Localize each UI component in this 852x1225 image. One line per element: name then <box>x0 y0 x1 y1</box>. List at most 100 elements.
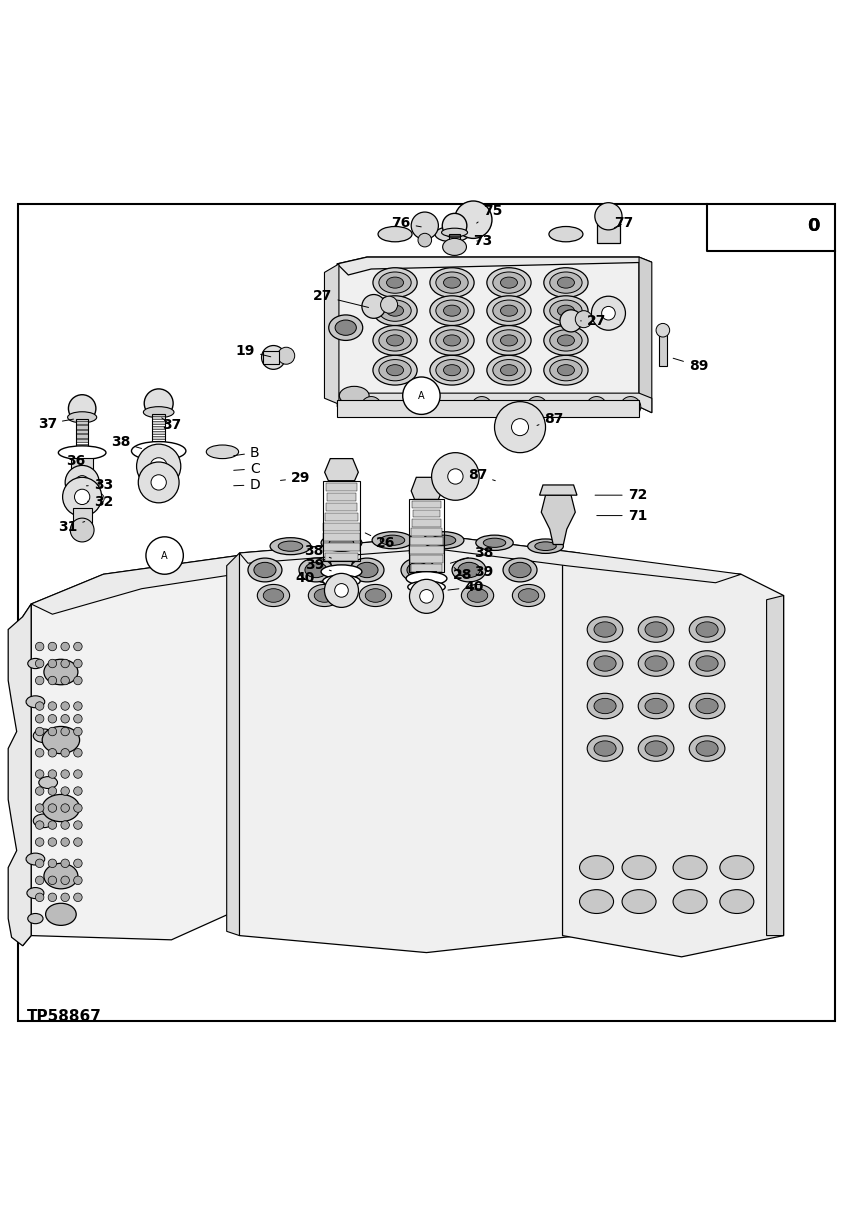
Text: 40: 40 <box>295 572 324 586</box>
Bar <box>412 519 440 527</box>
Ellipse shape <box>550 300 581 321</box>
Ellipse shape <box>410 584 442 606</box>
Ellipse shape <box>406 572 446 586</box>
Text: 76: 76 <box>391 216 421 230</box>
Circle shape <box>402 377 440 414</box>
Ellipse shape <box>270 538 310 555</box>
Ellipse shape <box>371 532 412 549</box>
Circle shape <box>48 859 56 867</box>
Ellipse shape <box>586 650 622 676</box>
Polygon shape <box>9 604 32 946</box>
Circle shape <box>334 583 348 598</box>
Circle shape <box>411 212 438 239</box>
Ellipse shape <box>131 441 186 461</box>
Bar <box>596 222 619 243</box>
Ellipse shape <box>518 589 538 603</box>
Circle shape <box>75 475 89 489</box>
Circle shape <box>60 838 69 846</box>
Ellipse shape <box>486 295 531 326</box>
Ellipse shape <box>586 693 622 719</box>
Ellipse shape <box>544 326 587 355</box>
Polygon shape <box>411 478 441 500</box>
Bar <box>325 513 358 521</box>
Circle shape <box>60 676 69 685</box>
Circle shape <box>60 659 69 668</box>
Circle shape <box>527 397 547 417</box>
Circle shape <box>48 702 56 710</box>
Ellipse shape <box>416 589 436 603</box>
Ellipse shape <box>320 565 361 578</box>
Text: 29: 29 <box>280 472 310 485</box>
Circle shape <box>60 893 69 902</box>
Text: 38: 38 <box>111 435 141 450</box>
Circle shape <box>447 469 463 484</box>
Text: 27: 27 <box>313 289 368 307</box>
Ellipse shape <box>378 300 411 321</box>
Ellipse shape <box>475 535 513 550</box>
Ellipse shape <box>586 616 622 642</box>
Bar <box>449 246 459 247</box>
Circle shape <box>35 804 43 812</box>
Circle shape <box>48 728 56 736</box>
Circle shape <box>70 518 94 541</box>
Ellipse shape <box>372 268 417 298</box>
Ellipse shape <box>637 616 673 642</box>
Bar <box>76 421 88 424</box>
Polygon shape <box>227 552 239 936</box>
Ellipse shape <box>429 326 474 355</box>
Circle shape <box>35 748 43 757</box>
Circle shape <box>48 676 56 685</box>
Bar <box>153 431 165 434</box>
Ellipse shape <box>550 272 581 293</box>
Circle shape <box>431 453 479 500</box>
Circle shape <box>73 642 82 650</box>
Ellipse shape <box>429 295 474 326</box>
Ellipse shape <box>544 295 587 326</box>
Ellipse shape <box>38 777 57 789</box>
Ellipse shape <box>378 330 411 352</box>
Circle shape <box>35 642 43 650</box>
Circle shape <box>48 714 56 723</box>
Ellipse shape <box>28 914 43 924</box>
Ellipse shape <box>377 227 412 241</box>
Bar <box>449 234 459 247</box>
Bar <box>71 458 93 475</box>
Circle shape <box>60 702 69 710</box>
Circle shape <box>73 769 82 778</box>
Circle shape <box>48 642 56 650</box>
Polygon shape <box>19 205 833 1020</box>
Bar <box>411 528 441 535</box>
Circle shape <box>48 804 56 812</box>
Polygon shape <box>325 458 358 480</box>
Ellipse shape <box>593 622 615 637</box>
Text: C: C <box>233 462 259 475</box>
Ellipse shape <box>492 360 525 381</box>
Circle shape <box>65 466 99 500</box>
Circle shape <box>35 769 43 778</box>
Polygon shape <box>337 257 638 407</box>
Ellipse shape <box>42 795 79 822</box>
Text: 31: 31 <box>58 521 84 534</box>
Circle shape <box>559 310 581 332</box>
Bar <box>153 436 165 440</box>
Ellipse shape <box>637 693 673 719</box>
Bar <box>410 538 442 545</box>
Circle shape <box>60 728 69 736</box>
Ellipse shape <box>461 584 493 606</box>
Ellipse shape <box>58 446 106 459</box>
Bar <box>337 399 638 417</box>
Ellipse shape <box>644 741 666 756</box>
Bar <box>412 501 440 508</box>
Bar <box>76 443 88 447</box>
Circle shape <box>361 294 385 318</box>
Ellipse shape <box>386 334 403 345</box>
Polygon shape <box>416 572 436 595</box>
Ellipse shape <box>378 360 411 381</box>
Ellipse shape <box>492 330 525 352</box>
Ellipse shape <box>579 889 613 914</box>
Ellipse shape <box>688 693 724 719</box>
Ellipse shape <box>143 407 174 418</box>
Polygon shape <box>324 263 338 404</box>
Bar <box>658 333 666 366</box>
Circle shape <box>35 728 43 736</box>
